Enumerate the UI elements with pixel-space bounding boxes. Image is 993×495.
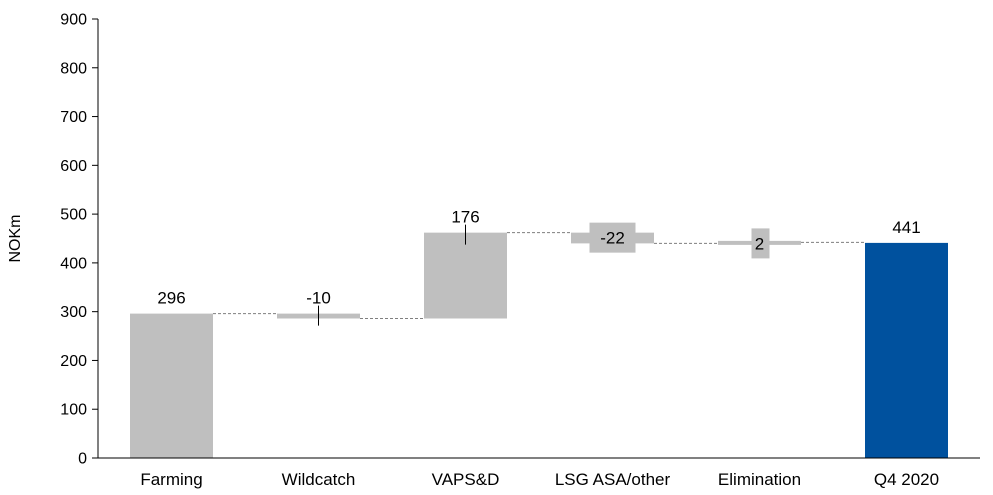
y-tick-label: 800 <box>60 60 87 77</box>
y-tick-label: 400 <box>60 255 87 272</box>
data-label: 296 <box>157 289 185 308</box>
y-axis: 0 100 200 300 400 500 600 700 800 900 <box>60 12 99 468</box>
data-label: -10 <box>306 289 331 308</box>
bar <box>424 232 507 319</box>
x-tick-label: Elimination <box>718 470 801 489</box>
data-label: 2 <box>755 234 764 253</box>
data-label-box <box>589 222 636 253</box>
bars <box>130 222 948 458</box>
x-tick-label: LSG ASA/other <box>555 470 671 489</box>
y-tick-label: 300 <box>60 304 87 321</box>
data-label-box <box>751 228 770 259</box>
data-labels: 296 -10 176 -22 2 441 <box>157 208 921 326</box>
bar <box>865 242 948 458</box>
data-label: 176 <box>451 208 479 227</box>
x-tick-label: VAPS&D <box>432 470 500 489</box>
x-tick-label: Farming <box>140 470 202 489</box>
x-axis: Farming Wildcatch VAPS&D LSG ASA/other Elimi… <box>98 457 980 489</box>
y-axis-title: NOKm <box>7 215 24 263</box>
connector-lines <box>213 232 865 319</box>
y-tick-label: 0 <box>78 451 87 468</box>
x-tick-label: Q4 2020 <box>874 470 939 489</box>
data-label: 441 <box>892 218 920 237</box>
x-tick-label: Wildcatch <box>282 470 356 489</box>
y-tick-label: 100 <box>60 402 87 419</box>
bar <box>130 313 213 458</box>
y-tick-label: 600 <box>60 158 87 175</box>
data-label: -22 <box>600 229 625 248</box>
y-tick-label: 500 <box>60 207 87 224</box>
y-tick-label: 900 <box>60 12 87 29</box>
y-tick-label: 700 <box>60 109 87 126</box>
y-tick-label: 200 <box>60 353 87 370</box>
